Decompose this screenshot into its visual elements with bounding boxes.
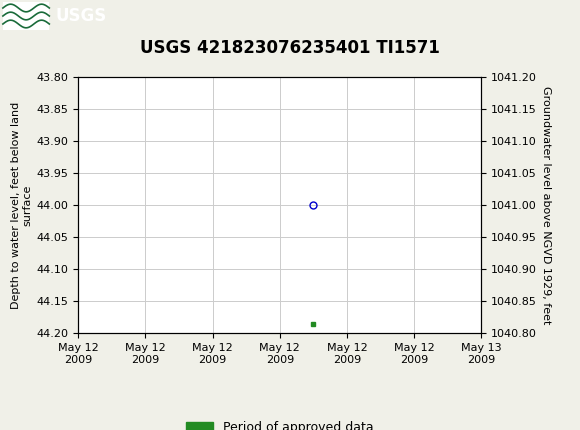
Legend: Period of approved data: Period of approved data xyxy=(186,421,374,430)
Y-axis label: Groundwater level above NGVD 1929, feet: Groundwater level above NGVD 1929, feet xyxy=(541,86,551,325)
Text: USGS 421823076235401 TI1571: USGS 421823076235401 TI1571 xyxy=(140,40,440,58)
Text: USGS: USGS xyxy=(55,7,106,25)
Y-axis label: Depth to water level, feet below land
surface: Depth to water level, feet below land su… xyxy=(11,102,32,309)
Bar xyxy=(3,2,49,31)
